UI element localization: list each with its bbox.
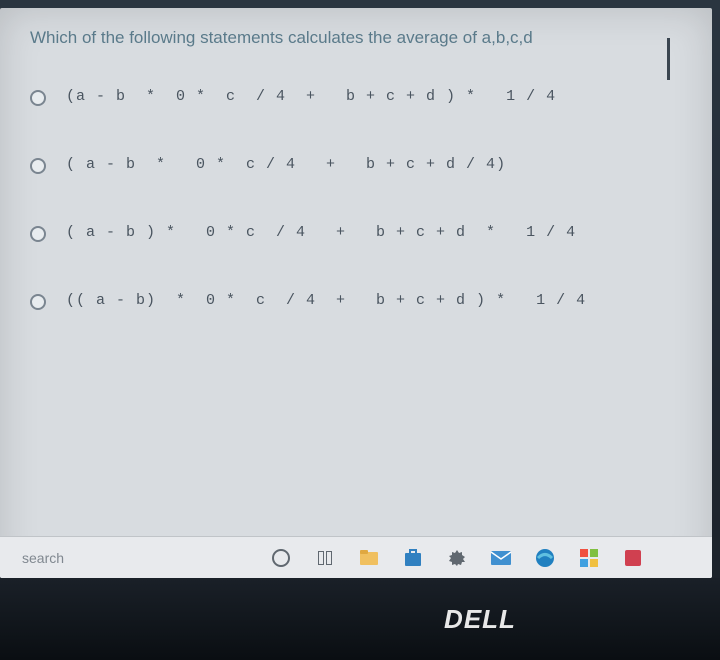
monitor-bezel: DELL [0, 578, 720, 660]
search-placeholder: search [22, 550, 64, 566]
radio-button[interactable] [30, 158, 46, 174]
dell-logo: DELL [444, 604, 516, 635]
browser-icon[interactable] [534, 547, 556, 569]
text-cursor [667, 38, 670, 80]
radio-button[interactable] [30, 294, 46, 310]
taskbar: search [0, 536, 712, 578]
taskview-icon[interactable] [314, 547, 336, 569]
question-text: Which of the following statements calcul… [30, 28, 682, 48]
option-code: (( a - b) * 0 * c / 4 + b + c + d ) * 1 … [66, 292, 586, 309]
option-code: ( a - b ) * 0 * c / 4 + b + c + d * 1 / … [66, 224, 576, 241]
app-icon-2[interactable] [622, 547, 644, 569]
option-row[interactable]: ( a - b ) * 0 * c / 4 + b + c + d * 1 / … [30, 214, 682, 252]
search-box[interactable]: search [10, 546, 140, 570]
taskbar-icons [270, 547, 644, 569]
app-icon[interactable] [578, 547, 600, 569]
settings-icon[interactable] [446, 547, 468, 569]
option-row[interactable]: ( a - b * 0 * c / 4 + b + c + d / 4) [30, 146, 682, 184]
store-icon[interactable] [402, 547, 424, 569]
monitor-frame: Which of the following statements calcul… [0, 0, 720, 660]
option-row[interactable]: (a - b * 0 * c / 4 + b + c + d ) * 1 / 4 [30, 78, 682, 116]
quiz-content: Which of the following statements calcul… [0, 8, 712, 332]
mail-icon[interactable] [490, 547, 512, 569]
option-row[interactable]: (( a - b) * 0 * c / 4 + b + c + d ) * 1 … [30, 282, 682, 320]
screen-area: Which of the following statements calcul… [0, 8, 712, 578]
option-code: (a - b * 0 * c / 4 + b + c + d ) * 1 / 4 [66, 88, 556, 105]
options-list: (a - b * 0 * c / 4 + b + c + d ) * 1 / 4… [30, 78, 682, 332]
file-explorer-icon[interactable] [358, 547, 380, 569]
cortana-icon[interactable] [270, 547, 292, 569]
radio-button[interactable] [30, 90, 46, 106]
radio-button[interactable] [30, 226, 46, 242]
option-code: ( a - b * 0 * c / 4 + b + c + d / 4) [66, 156, 506, 173]
